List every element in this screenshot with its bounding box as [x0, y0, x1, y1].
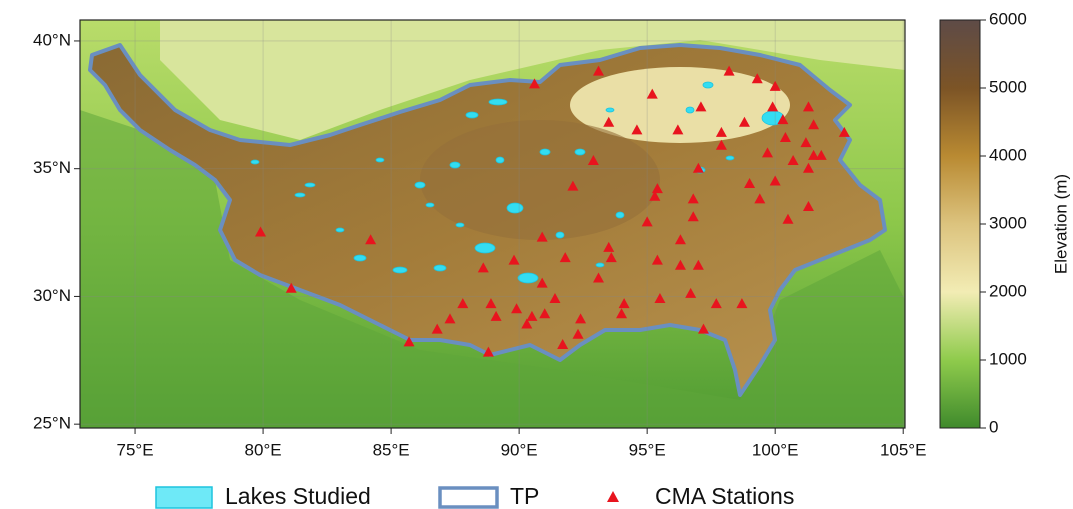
legend-tp-swatch: [440, 488, 497, 507]
y-tick-label: 25°N: [33, 414, 71, 433]
x-tick-label: 105°E: [880, 440, 927, 459]
x-tick-label: 95°E: [629, 440, 666, 459]
colorbar-tick-label: 0: [989, 417, 998, 436]
legend-lakes-swatch: [156, 487, 212, 508]
colorbar: [940, 20, 980, 428]
legend-stations-swatch: [607, 491, 619, 502]
x-tick-label: 100°E: [752, 440, 799, 459]
colorbar-tick-label: 3000: [989, 213, 1027, 232]
colorbar-label: Elevation (m): [1051, 174, 1070, 274]
legend-stations: CMA Stations: [655, 483, 794, 509]
legend-lakes: Lakes Studied: [225, 483, 371, 509]
y-tick-label: 30°N: [33, 286, 71, 305]
x-tick-label: 80°E: [245, 440, 282, 459]
x-tick-label: 85°E: [373, 440, 410, 459]
legend: Lakes Studied TP CMA Stations: [156, 483, 794, 509]
colorbar-tick-label: 1000: [989, 349, 1027, 368]
colorbar-tick-label: 6000: [989, 9, 1027, 28]
y-tick-label: 40°N: [33, 30, 71, 49]
colorbar-axis: 0 1000 2000 3000 4000 5000 6000: [980, 9, 1027, 436]
x-tick-label: 90°E: [501, 440, 538, 459]
y-tick-label: 35°N: [33, 158, 71, 177]
legend-tp: TP: [510, 483, 539, 509]
colorbar-tick-label: 2000: [989, 281, 1027, 300]
colorbar-tick-label: 4000: [989, 145, 1027, 164]
colorbar-tick-label: 5000: [989, 77, 1027, 96]
x-tick-label: 75°E: [117, 440, 154, 459]
map-figure: 75°E 80°E 85°E 90°E 95°E 100°E 105°E 25°N 30°N 35…: [0, 0, 1073, 509]
terrain: [80, 20, 905, 428]
